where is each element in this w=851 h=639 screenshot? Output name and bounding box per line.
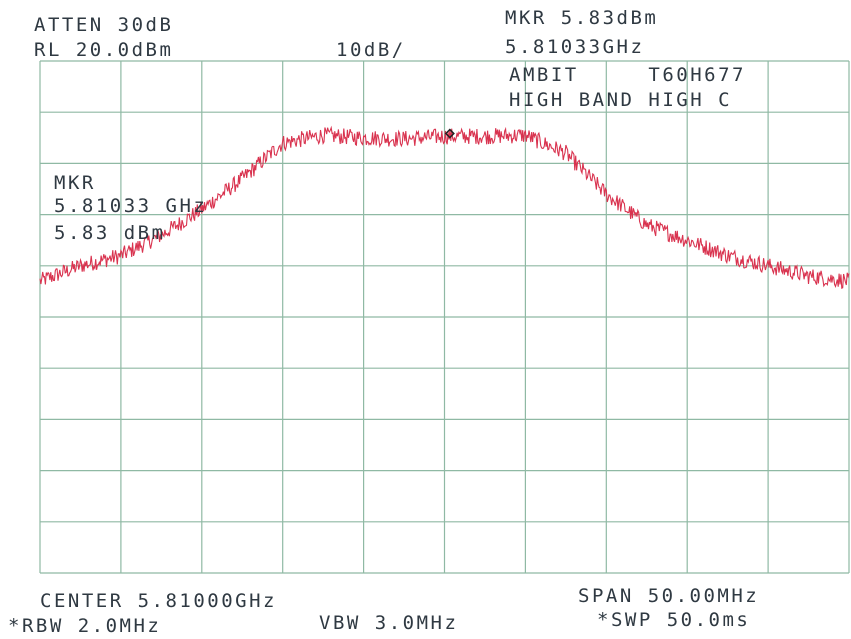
marker-freq-readout: 5.81033GHz: [505, 36, 645, 58]
scale-readout: 10dB/: [336, 39, 406, 61]
rbw-readout: *RBW 2.0MHz: [8, 615, 162, 637]
center-freq-readout: CENTER 5.81000GHz: [40, 590, 277, 612]
span-readout: SPAN 50.00MHz: [578, 585, 760, 607]
atten-readout: ATTEN 30dB: [34, 14, 174, 36]
marker-diamond-icon: [444, 128, 455, 139]
spectrum-trace: [39, 125, 850, 290]
marker-box-freq: 5.81033 GHz: [54, 195, 208, 217]
vbw-readout: VBW 3.0MHz: [319, 612, 459, 634]
graticule: [39, 60, 850, 574]
condition-label: HIGH BAND HIGH C: [509, 89, 733, 111]
marker-box-title: MKR: [54, 172, 96, 194]
sweep-readout: *SWP 50.0ms: [597, 609, 751, 631]
marker-level-readout: MKR 5.83dBm: [505, 7, 659, 29]
ref-level-readout: RL 20.0dBm: [34, 39, 174, 61]
device-label: AMBIT T60H677: [509, 64, 746, 86]
marker-box-level: 5.83 dBm: [54, 222, 166, 244]
